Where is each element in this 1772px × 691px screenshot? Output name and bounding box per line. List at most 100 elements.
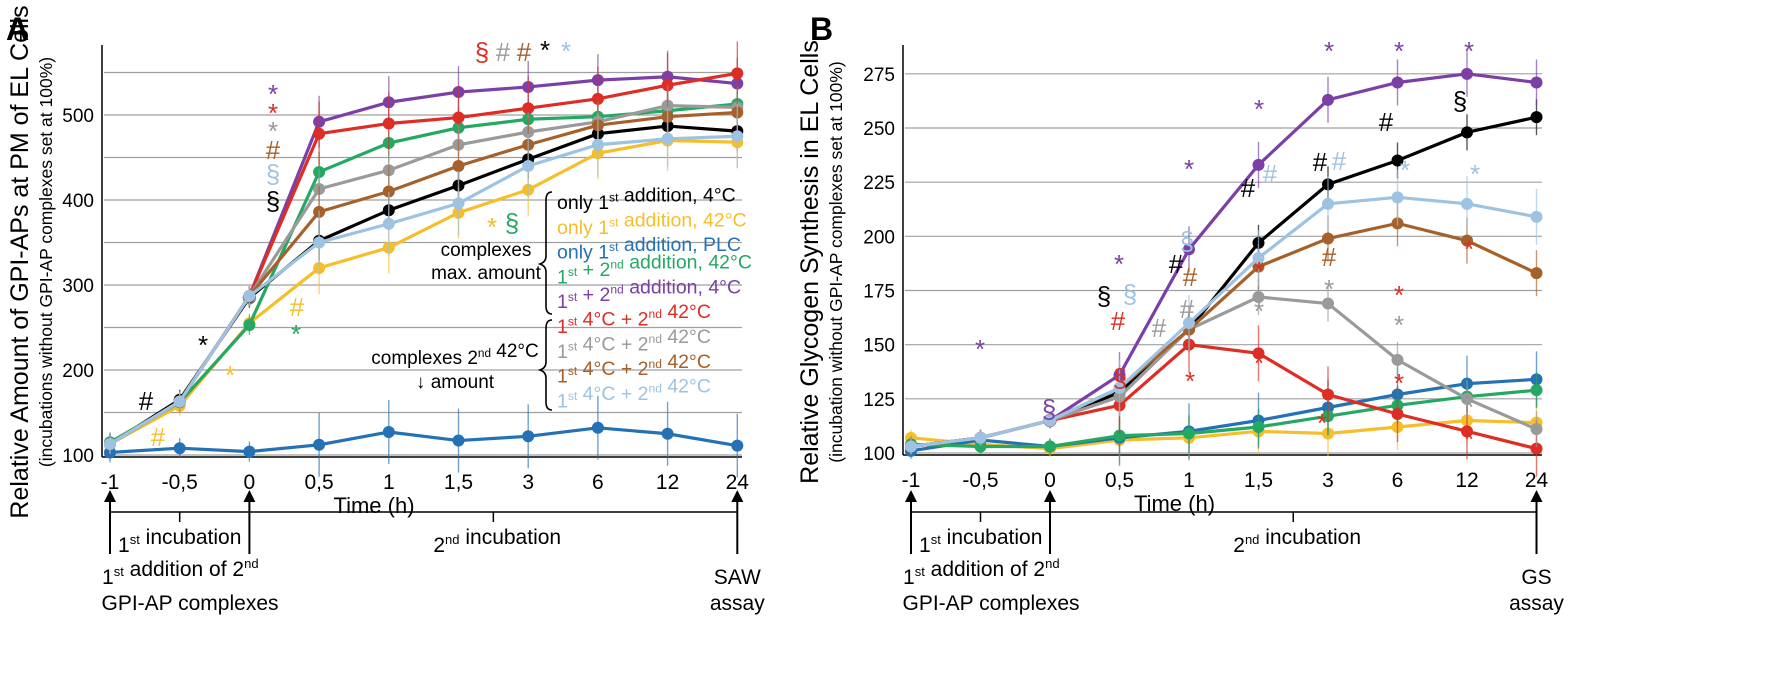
data-point [452,160,465,172]
series-7 [905,200,1543,455]
x-tick-label: 24 [1525,469,1549,492]
data-point [104,437,116,450]
x-tick-label: 1,5 [444,471,473,494]
series-6 [905,279,1543,455]
significance-mark: # [1152,313,1167,343]
data-point [243,318,256,331]
legend-bracket [537,191,553,315]
x-tick-label: 1,5 [1244,469,1273,492]
significance-mark: * [1394,36,1404,66]
data-point [1530,423,1543,436]
series-2 [104,395,744,478]
series-line [910,195,1537,449]
y-tick-label: 150 [863,336,895,357]
addition-label: 1st addition of 2nd [903,556,1060,589]
data-point [1252,347,1265,360]
x-tick-label: 12 [656,471,679,494]
data-point [1113,429,1126,442]
data-point [173,395,186,408]
panel-a: 100 200 300 400 500 -1 -0,5 0 0,5 1 1,5 3 6 12 24 Time … [6,5,765,615]
significance-mark: * [1464,234,1474,264]
bracket-label: ↓ amount [416,372,495,393]
y-tick-label: 200 [863,227,895,248]
significance-mark: * [1184,154,1194,184]
significance-mark: # [1332,146,1347,176]
legend-entry: only 1st addition, 4°C [557,185,736,214]
data-point [1252,158,1265,171]
data-point [1044,414,1056,427]
series-8 [905,169,1543,455]
data-point [1391,76,1404,89]
y-tick-label: 100 [62,446,94,467]
data-point [1461,126,1473,139]
significance-mark: § [266,159,280,189]
legend-bracket [537,319,553,411]
x-tick-label: 0 [1044,469,1056,492]
data-point [452,197,465,210]
y-axis-label: Relative Amount of GPI-APs at PM of EL C… [6,5,34,518]
significance-mark: § [1180,226,1194,256]
significance-mark: § [1113,363,1127,393]
significance-mark: # [1241,173,1256,203]
series-line [910,115,1537,449]
significance-mark: # [517,37,532,67]
x-tick-label: 1 [383,471,395,494]
significance-mark: # [139,386,154,416]
data-point [452,434,465,447]
series-line [910,221,1538,449]
significance-mark: * [1470,159,1480,189]
panel-b: 100 125 150 175 200 225 250 275 -1 -0,5 0 0,5 1 1,5 3 6… [796,11,1564,615]
data-point [243,445,256,458]
timeline-arrow [1044,490,1056,502]
data-point [382,117,395,130]
second-incubation-label: 2nd incubation [433,526,561,557]
assay-label-line2: assay [710,592,765,615]
timeline-arrow [1530,490,1543,502]
data-point [1322,297,1334,310]
significance-mark: * [540,35,550,65]
legend-entry: 1st 4°C + 2nd 42°C [557,376,711,413]
assay-label-line1: GS [1521,566,1551,589]
significance-mark: * [198,330,208,360]
data-point [1322,197,1334,210]
significance-mark: * [268,79,278,109]
series-line [109,426,738,455]
data-point [1530,210,1543,223]
x-axis-label: Time (h) [333,493,414,518]
data-point [1391,353,1404,366]
significance-mark: # [151,422,166,452]
significance-mark: § [266,186,280,216]
legend-entry: only 1st addition, 42°C [557,209,747,238]
data-point [1530,111,1543,124]
data-point [974,440,987,453]
complexes-label: GPI-AP complexes [902,592,1079,615]
significance-mark: § [1453,86,1467,116]
significance-mark: § [1097,281,1111,311]
data-point [382,426,395,439]
data-point [974,431,987,444]
data-point [1391,191,1404,204]
significance-mark: * [1394,368,1404,398]
significance-mark: # [1180,294,1195,324]
data-point [731,130,744,143]
y-tick-label: 125 [863,390,895,411]
data-point [905,440,917,453]
data-point [1461,197,1473,210]
x-tick-label: -1 [101,471,120,494]
panel-label: B [810,11,833,47]
y-axis-sublabel: (incubation without GPI-AP complexes set… [826,61,846,462]
series-line [910,72,1537,449]
data-point [1391,154,1404,167]
significance-mark: * [487,212,497,242]
y-tick-label: 100 [863,444,895,465]
series-2 [905,351,1543,466]
x-tick-label: 3 [522,471,534,494]
x-tick-label: 12 [1455,469,1478,492]
data-point [1113,382,1126,394]
data-point [1252,252,1265,264]
x-tick-label: -0,5 [962,469,998,492]
significance-mark: * [1394,280,1404,310]
timeline-arrow [104,490,116,502]
y-tick-label: 275 [863,65,895,86]
timeline-arrow [731,490,744,502]
